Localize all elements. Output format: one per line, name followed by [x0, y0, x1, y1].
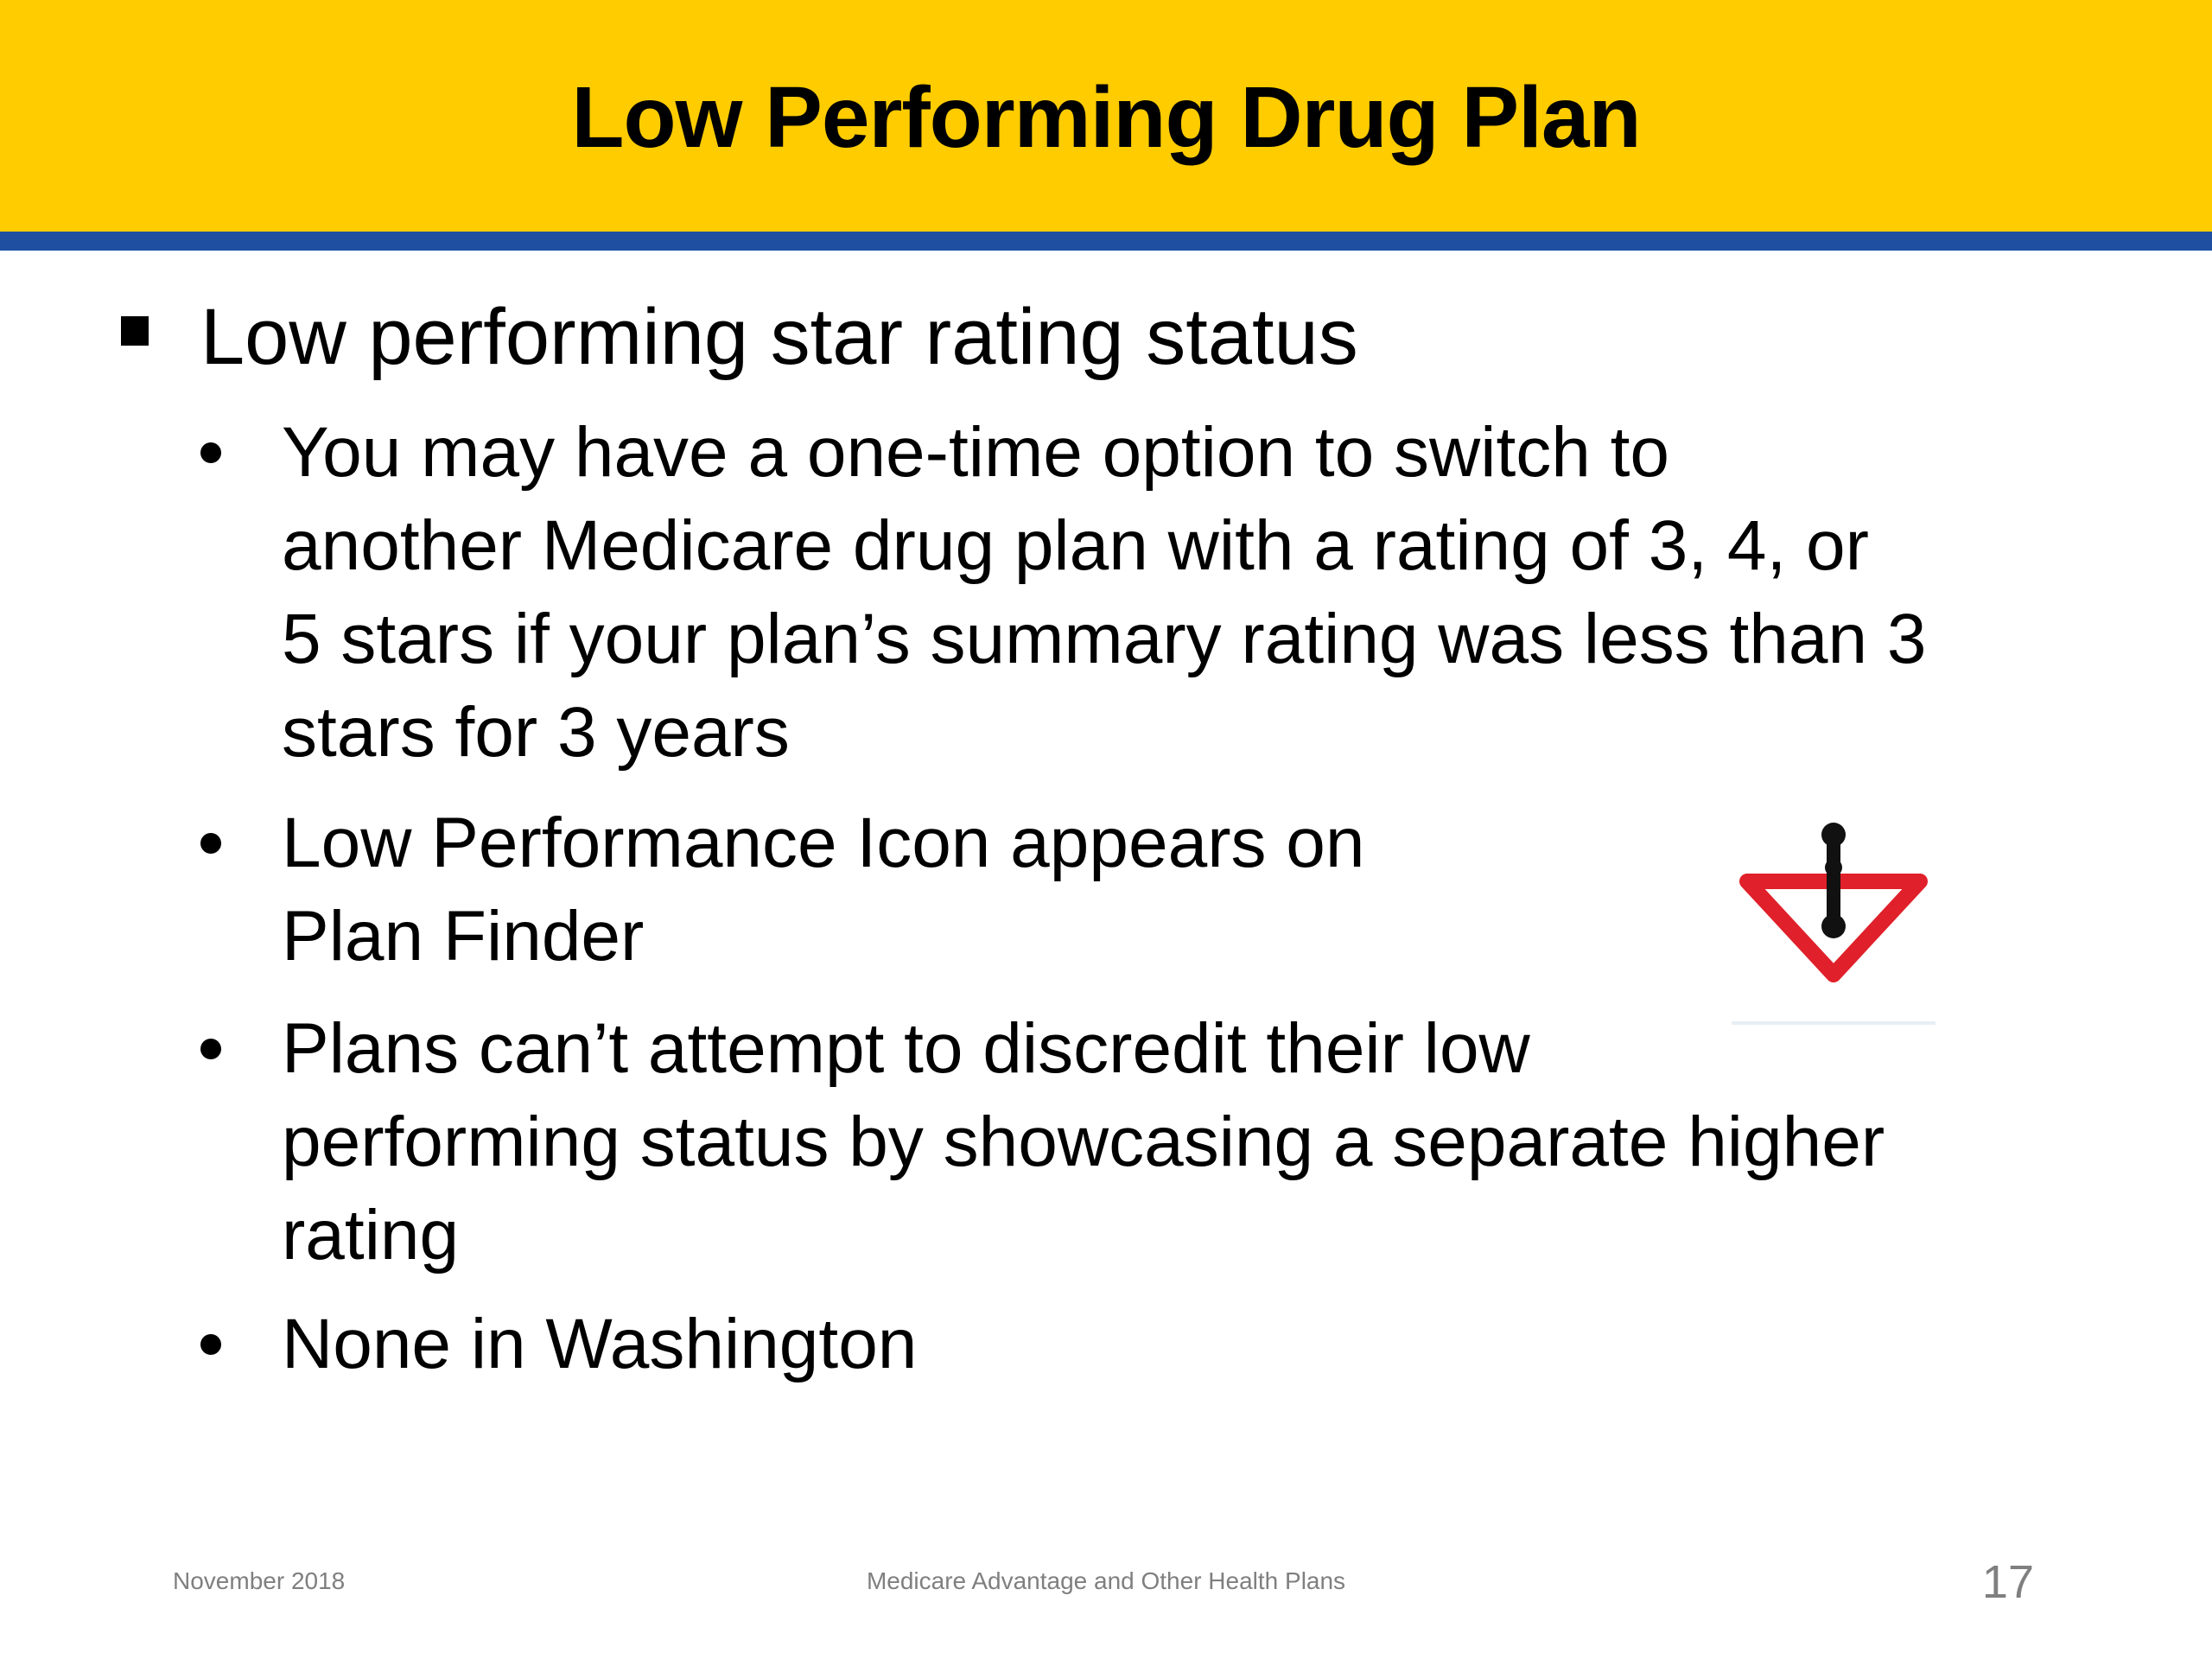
slide-title: Low Performing Drug Plan: [571, 68, 1641, 166]
sub-bullet-text: None in Washington: [282, 1305, 918, 1383]
sub-bullet-text: You may have a one-time option to switch…: [282, 413, 1927, 772]
low-performance-warning-icon: [1732, 823, 1936, 1025]
title-underline: [0, 232, 2212, 251]
main-bullet-text: Low performing star rating status: [200, 293, 1358, 381]
round-bullet-icon: [200, 1039, 221, 1059]
sub-bullet-text: Low Performance Icon appears on Plan Fin…: [282, 804, 1365, 976]
round-bullet-icon: [200, 1334, 221, 1355]
slide-number: 17: [1981, 1556, 2034, 1608]
sub-bullet-text: Plans can’t attempt to discredit their l…: [282, 1009, 1885, 1274]
round-bullet-icon: [200, 442, 221, 463]
square-bullet-icon: [121, 316, 149, 346]
title-banner: Low Performing Drug Plan: [0, 0, 2212, 232]
footer-date: November 2018: [173, 1567, 346, 1594]
round-bullet-icon: [200, 833, 221, 854]
footer-title: Medicare Advantage and Other Health Plan…: [866, 1567, 1346, 1594]
